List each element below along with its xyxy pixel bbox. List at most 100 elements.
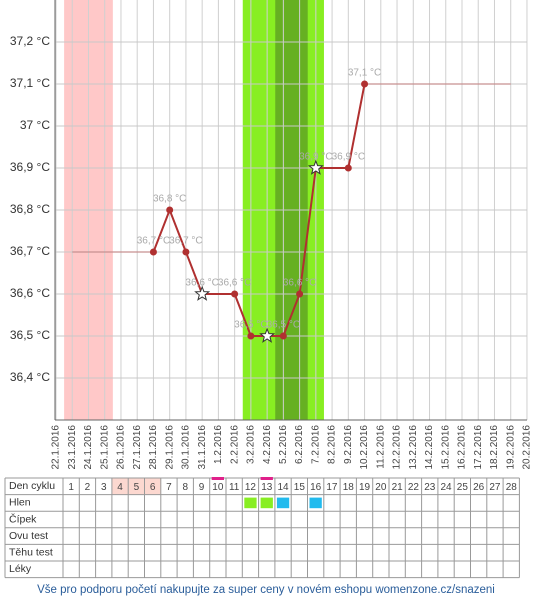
day-number: 7 <box>166 482 172 493</box>
x-tick-label: 14.2.2016 <box>424 425 435 470</box>
x-tick-label: 19.2.2016 <box>505 425 516 470</box>
x-tick-label: 8.2.2016 <box>327 425 338 464</box>
day-number: 25 <box>457 482 469 493</box>
row-label: Den cyklu <box>9 480 55 492</box>
data-label: 36,6 °C <box>283 278 316 289</box>
y-tick-label: 36,4 °C <box>10 370 50 384</box>
data-label: 36,9 °C <box>299 152 332 163</box>
hlen-mark <box>309 497 322 509</box>
x-tick-label: 16.2.2016 <box>457 425 468 470</box>
day-number: 3 <box>101 482 107 493</box>
day-number: 18 <box>343 482 355 493</box>
day-number: 6 <box>150 482 156 493</box>
data-label: 36,7 °C <box>169 236 202 247</box>
point-marker <box>296 290 304 298</box>
data-label: 36,7 °C <box>137 236 170 247</box>
day-number: 28 <box>506 482 518 493</box>
marked-day-bar <box>211 477 224 480</box>
point-marker <box>279 332 287 340</box>
temperature-line <box>152 83 366 337</box>
day-number: 14 <box>277 482 289 493</box>
x-tick-label: 30.1.2016 <box>181 425 192 470</box>
x-tick-label: 2.2.2016 <box>229 425 240 464</box>
point-marker <box>361 80 369 88</box>
day-number: 27 <box>489 482 501 493</box>
day-number: 4 <box>117 482 123 493</box>
row-label: Léky <box>9 563 32 575</box>
point-marker <box>231 290 239 298</box>
day-number: 9 <box>199 482 205 493</box>
hlen-mark <box>260 497 273 509</box>
day-number: 2 <box>85 482 91 493</box>
star-marker <box>259 327 276 343</box>
day-number: 1 <box>68 482 74 493</box>
x-tick-label: 24.1.2016 <box>83 425 94 470</box>
day-number: 15 <box>294 482 306 493</box>
x-tick-label: 7.2.2016 <box>310 425 321 464</box>
star-marker <box>194 285 211 301</box>
point-marker <box>149 248 157 256</box>
data-label: 36,8 °C <box>153 194 186 205</box>
pink-day-cell <box>144 478 161 495</box>
x-tick-label: 29.1.2016 <box>164 425 175 470</box>
y-tick-label: 36,9 °C <box>10 160 50 174</box>
day-number: 10 <box>212 482 224 493</box>
day-number: 26 <box>473 482 485 493</box>
data-label: 36,6 °C <box>218 278 251 289</box>
x-tick-label: 1.2.2016 <box>213 425 224 464</box>
pink-day-cell <box>111 478 129 495</box>
data-label: 36,9 °C <box>332 152 365 163</box>
x-tick-label: 4.2.2016 <box>262 425 273 464</box>
star-marker <box>307 159 324 175</box>
pink-day-cell <box>128 478 145 495</box>
point-marker <box>182 248 190 256</box>
day-number: 20 <box>375 482 387 493</box>
row-label: Ovu test <box>9 530 48 542</box>
day-number: 23 <box>424 482 436 493</box>
data-label: 36,6 °C <box>185 278 218 289</box>
x-tick-label: 27.1.2016 <box>132 425 143 470</box>
day-number: 12 <box>245 482 257 493</box>
day-number: 5 <box>134 482 140 493</box>
x-tick-label: 18.2.2016 <box>489 425 500 470</box>
data-label: 36,5 °C <box>267 320 300 331</box>
row-label: Čípek <box>9 512 37 525</box>
x-tick-label: 11.2.2016 <box>375 425 386 469</box>
x-tick-label: 10.2.2016 <box>359 425 370 470</box>
marked-day-bar <box>260 477 273 480</box>
day-number: 24 <box>440 482 452 493</box>
y-tick-label: 37,1 °C <box>10 76 50 90</box>
y-tick-label: 36,7 °C <box>10 244 50 258</box>
x-tick-label: 26.1.2016 <box>116 425 127 470</box>
x-tick-label: 3.2.2016 <box>246 425 257 464</box>
day-number: 8 <box>182 482 188 493</box>
x-tick-label: 9.2.2016 <box>343 425 354 464</box>
day-number: 16 <box>310 482 322 493</box>
day-number: 11 <box>229 482 240 493</box>
x-tick-label: 6.2.2016 <box>294 425 305 464</box>
day-number: 17 <box>326 482 338 493</box>
y-tick-label: 36,8 °C <box>10 202 50 216</box>
x-tick-label: 23.1.2016 <box>67 425 78 470</box>
x-tick-label: 15.2.2016 <box>440 425 451 470</box>
data-label: 37,1 °C <box>348 68 381 79</box>
day-number: 21 <box>392 482 404 493</box>
x-tick-label: 12.2.2016 <box>392 425 403 470</box>
point-marker <box>344 164 352 172</box>
footer-link[interactable]: Vše pro podporu početí nakupujte za supe… <box>37 584 495 596</box>
day-number: 19 <box>359 482 371 493</box>
y-tick-label: 37 °C <box>20 118 50 132</box>
day-number: 22 <box>408 482 420 493</box>
day-number: 13 <box>261 482 273 493</box>
y-tick-label: 36,5 °C <box>10 328 50 342</box>
hlen-mark <box>244 497 257 509</box>
x-tick-label: 22.1.2016 <box>51 425 62 470</box>
y-tick-label: 37,2 °C <box>10 34 50 48</box>
data-label: 36,5 °C <box>234 320 267 331</box>
x-tick-label: 13.2.2016 <box>408 425 419 470</box>
point-marker <box>247 332 255 340</box>
x-tick-label: 20.2.2016 <box>522 425 533 470</box>
x-tick-label: 17.2.2016 <box>473 425 484 470</box>
x-tick-label: 5.2.2016 <box>278 425 289 464</box>
